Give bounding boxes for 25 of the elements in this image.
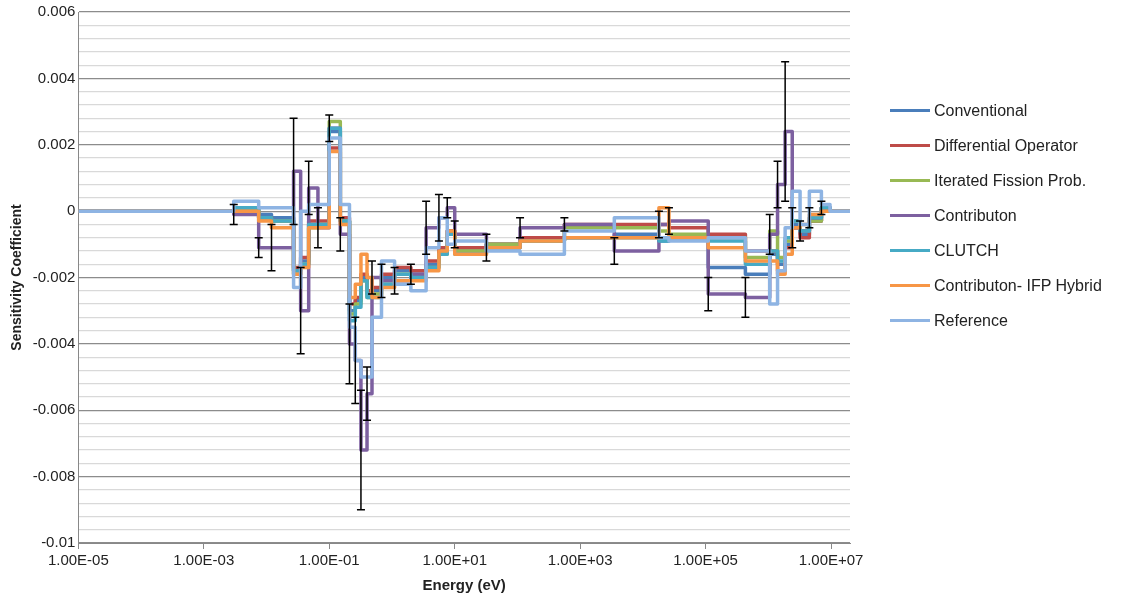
y-tick-label: 0.004 <box>37 68 76 86</box>
y-tick-label: -0.008 <box>32 466 76 484</box>
legend-label: Contributon- IFP Hybrid <box>934 276 1102 296</box>
legend-label: Differential Operator <box>934 136 1078 156</box>
y-tick-label: -0.004 <box>32 334 76 352</box>
legend-label: Iterated Fission Prob. <box>934 171 1087 191</box>
x-tick-label: 1.00E+07 <box>798 551 864 569</box>
y-tick-label: 0 <box>66 201 76 219</box>
x-tick-label: 1.00E+05 <box>673 551 738 569</box>
x-tick-label: 1.00E-03 <box>173 551 235 569</box>
legend-label: Contributon <box>934 206 1017 226</box>
y-tick-label: -0.006 <box>32 400 76 418</box>
x-tick-label: 1.00E+03 <box>547 551 613 569</box>
x-axis-title: Energy (eV) <box>422 576 506 594</box>
y-axis-title: Sensitivity Coefficient <box>8 204 25 351</box>
x-tick-label: 1.00E+01 <box>422 551 488 569</box>
x-tick-label: 1.00E-05 <box>47 551 109 569</box>
y-tick-label: 0.006 <box>37 2 76 20</box>
legend-label: Conventional <box>934 101 1028 121</box>
y-tick-label: -0.002 <box>32 267 76 285</box>
legend-label: CLUTCH <box>934 241 999 261</box>
x-tick-label: 1.00E-01 <box>298 551 360 569</box>
legend-label: Reference <box>934 311 1008 331</box>
y-tick-label: 0.002 <box>37 134 76 152</box>
y-tick-label: -0.01 <box>41 533 76 551</box>
